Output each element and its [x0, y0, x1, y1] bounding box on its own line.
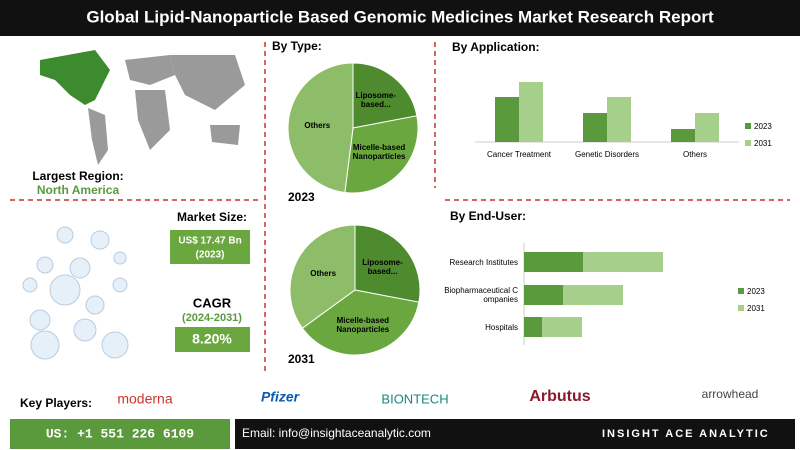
pie-year: 2031 [288, 352, 315, 366]
pie-slice [352, 62, 418, 129]
header-bar [0, 0, 800, 36]
pie-label: Liposome-based... [355, 91, 396, 110]
cagr-label: CAGR [193, 295, 232, 310]
molecules [22, 226, 129, 360]
pie-slice [354, 224, 421, 303]
player-logo: arrowhead [702, 387, 759, 401]
cagr-period: (2024-2031) [182, 312, 242, 324]
region-label: Largest Region: [32, 169, 123, 183]
y-tick-label: Research Institutes [449, 257, 518, 267]
bar-segment [542, 317, 582, 337]
chart-title: By End-User: [450, 209, 526, 223]
market-size-value: US$ 17.47 Bn [178, 236, 241, 247]
y-tick-label: Hospitals [485, 322, 518, 332]
pie-label-box: Micelle-based Nanoparticles [336, 315, 390, 334]
brand: INSIGHT ACE ANALYTIC [602, 428, 770, 440]
legend-swatch [745, 140, 751, 146]
pie-label-box: Others [304, 121, 331, 131]
y-tick-label: Biopharmaceutical Companies [444, 286, 518, 304]
bar [519, 82, 543, 142]
player-logo: Arbutus [529, 388, 590, 405]
player-logo: moderna [117, 391, 172, 407]
bar [695, 113, 719, 142]
bar [583, 113, 607, 142]
legend-label: 2031 [754, 139, 772, 148]
legend-swatch [745, 123, 751, 129]
chart-title: By Application: [452, 40, 540, 54]
pie-label: Micelle-based Nanoparticles [336, 315, 390, 334]
x-tick-label: Others [683, 150, 707, 159]
key-players-label: Key Players: [20, 396, 92, 410]
legend-swatch [738, 288, 744, 294]
chart-title: By Type: [272, 39, 322, 53]
cagr-value: 8.20% [192, 331, 232, 347]
pie-label-box: Micelle-based Nanoparticles [352, 143, 406, 162]
legend-label: 2031 [747, 304, 765, 313]
footer-bar [235, 419, 795, 449]
pie-label-box: Others [310, 269, 337, 279]
player-logo: BIONTECH [381, 391, 448, 406]
region-value: North America [37, 183, 120, 197]
legend-swatch [738, 305, 744, 311]
x-tick-label: Genetic Disorders [575, 150, 639, 159]
bar [495, 97, 519, 142]
bar-segment [524, 285, 563, 305]
phone-box [10, 419, 230, 449]
pie-label: Liposome-based... [362, 258, 403, 277]
player-logo: Pfizer [261, 389, 301, 405]
pie-label: Others [304, 121, 331, 131]
pie-slice [301, 289, 420, 356]
bar-segment [583, 252, 663, 272]
market-size-box [170, 230, 250, 264]
phone: US: +1 551 226 6109 [46, 426, 194, 441]
pie-label-box: Liposome-based... [355, 91, 396, 110]
bar [671, 129, 695, 142]
y-label-box: Research Institutes [449, 257, 518, 267]
pie-slice [287, 62, 354, 194]
pie-year: 2023 [288, 190, 315, 204]
bar-segment [563, 285, 623, 305]
dividers [10, 42, 790, 375]
bar-segment [524, 317, 542, 337]
cagr-box [175, 327, 250, 352]
pie-label: Micelle-based Nanoparticles [352, 143, 406, 162]
title: Global Lipid-Nanoparticle Based Genomic … [86, 7, 714, 26]
x-tick-label: Cancer Treatment [487, 150, 552, 159]
bar [607, 97, 631, 142]
world-map [40, 50, 245, 165]
pie-slice [289, 224, 356, 329]
y-label-box: Hospitals [485, 322, 518, 332]
legend-label: 2023 [747, 287, 765, 296]
market-size-label: Market Size: [177, 210, 247, 224]
email: Email: info@insightaceanalytic.com [242, 426, 431, 440]
pie-label-box: Liposome-based... [362, 258, 403, 277]
pie-slice [344, 115, 419, 194]
bar-segment [524, 252, 583, 272]
y-label-box: Biopharmaceutical Companies [444, 286, 518, 304]
legend-label: 2023 [754, 122, 772, 131]
pie-label: Others [310, 269, 337, 279]
market-size-year: (2023) [196, 250, 225, 261]
